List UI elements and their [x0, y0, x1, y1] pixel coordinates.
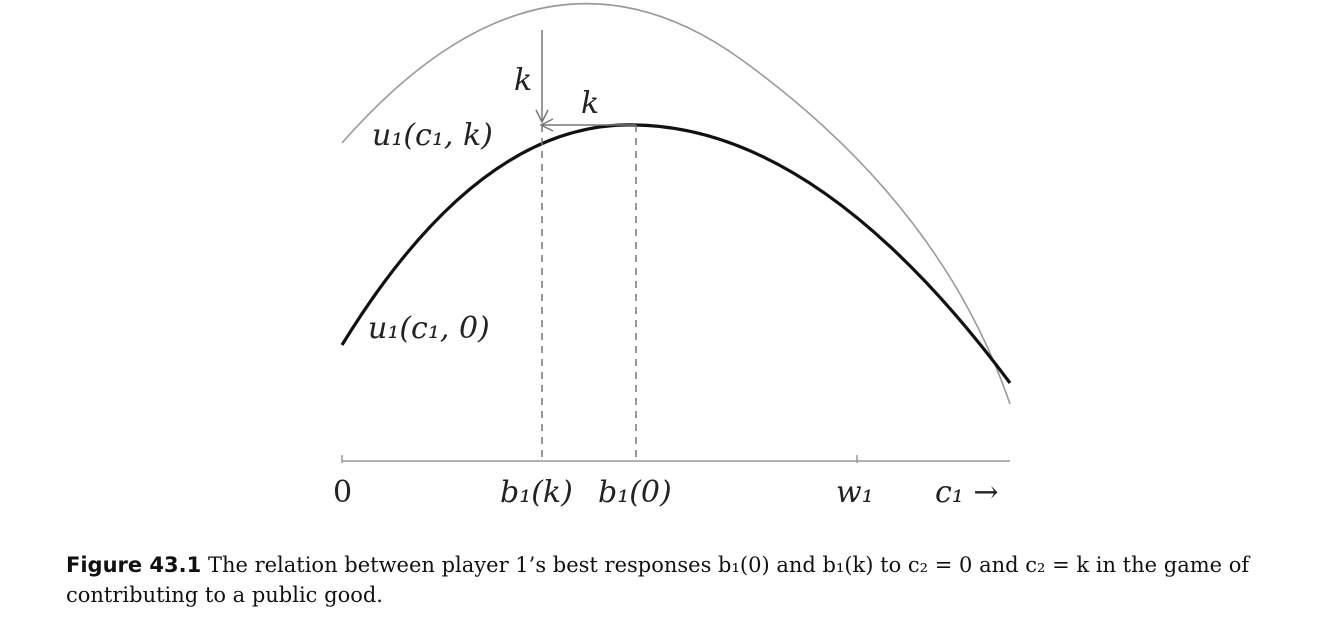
lower-curve-label: u₁(c₁, 0) [368, 311, 490, 346]
axis-label-origin: 0 [333, 475, 352, 510]
best-response-figure: k k u₁(c₁, k) u₁(c₁, 0) 0 b₁(k) b₁(0) w₁… [333, 2, 1012, 510]
shift-label-vertical: k [514, 63, 532, 98]
figure-caption-label: Figure 43.1 [66, 553, 202, 577]
upper-curve-u1-ck [341, 2, 1011, 405]
figure-caption-text: The relation between player 1’s best res… [66, 553, 1250, 607]
vertical-shift-arrowhead [535, 109, 549, 124]
figure-caption: Figure 43.1 The relation between player … [66, 550, 1296, 610]
horizontal-shift-arrowhead [539, 118, 554, 132]
axis-label-c1: c₁ → [935, 475, 999, 510]
upper-curve-label: u₁(c₁, k) [372, 118, 493, 153]
shift-label-horizontal: k [581, 86, 599, 121]
axis-label-b10: b₁(0) [598, 475, 672, 510]
axis-label-w1: w₁ [836, 475, 874, 510]
axis-label-b1k: b₁(k) [500, 475, 573, 510]
